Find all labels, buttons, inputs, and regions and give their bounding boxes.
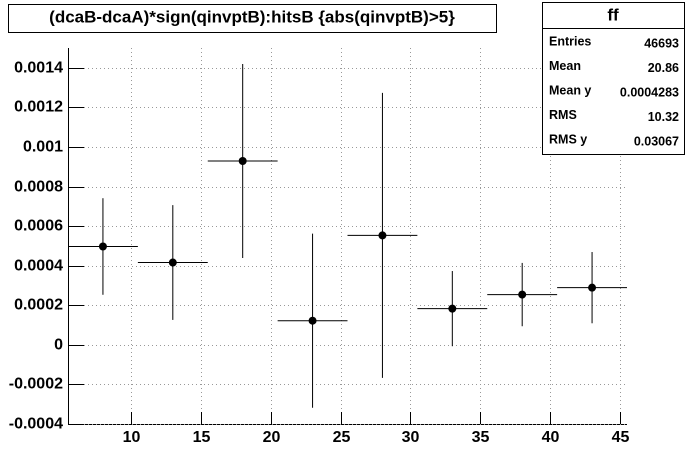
stats-frame xyxy=(542,2,685,155)
x-tick-label: 25 xyxy=(333,429,351,446)
stat-value: 46693 xyxy=(644,36,679,50)
data-point xyxy=(448,304,457,313)
y-tick-label: 0.0014 xyxy=(14,60,63,77)
data-point xyxy=(378,231,387,240)
stat-value: 20.86 xyxy=(648,61,679,75)
x-tick-label: 40 xyxy=(542,429,560,446)
stat-label: RMS xyxy=(549,108,577,122)
stat-label: Mean xyxy=(549,59,581,73)
y-tick-label: 0.0008 xyxy=(14,179,63,196)
plot-area: -0.0004 -0.0002 0 0.0002 0.0004 0.0006 0.0008 0… xyxy=(9,48,630,446)
x-tick-label: 15 xyxy=(193,429,211,446)
stats-title: ff xyxy=(607,5,619,24)
y-tick-label: 0.0004 xyxy=(14,258,63,275)
stat-value: 0.0004283 xyxy=(620,85,679,99)
stats-box: ff Entries 46693 Mean 20.86 Mean y 0.0004283 R… xyxy=(542,2,685,155)
y-tick-label: 0.0002 xyxy=(14,297,63,314)
y-tick-label: 0.0012 xyxy=(14,99,63,116)
x-tick-label: 45 xyxy=(612,429,630,446)
x-tick-label: 20 xyxy=(263,429,281,446)
stat-value: 10.32 xyxy=(648,110,679,124)
data-point xyxy=(588,283,597,292)
data-point xyxy=(308,316,317,325)
data-point xyxy=(98,242,107,251)
data-point xyxy=(168,258,177,267)
x-tick-label: 30 xyxy=(402,429,420,446)
y-tick-label: -0.0002 xyxy=(9,376,63,393)
stat-label: Entries xyxy=(549,34,591,48)
y-tick-label: 0.001 xyxy=(23,139,63,156)
data-point xyxy=(238,156,247,165)
chart-title: (dcaB-dcaA)*sign(qinvptB):hitsB {abs(qin… xyxy=(49,7,455,26)
title-box xyxy=(8,4,497,33)
stat-label: RMS y xyxy=(549,132,587,146)
data-point xyxy=(518,290,527,299)
x-tick-label: 10 xyxy=(123,429,141,446)
y-tick-label: -0.0004 xyxy=(9,416,63,433)
x-tick-label: 35 xyxy=(472,429,490,446)
y-tick-label: 0 xyxy=(54,337,63,354)
stat-label: Mean y xyxy=(549,83,591,97)
stat-value: 0.03067 xyxy=(634,134,679,148)
y-tick-label: 0.0006 xyxy=(14,218,63,235)
